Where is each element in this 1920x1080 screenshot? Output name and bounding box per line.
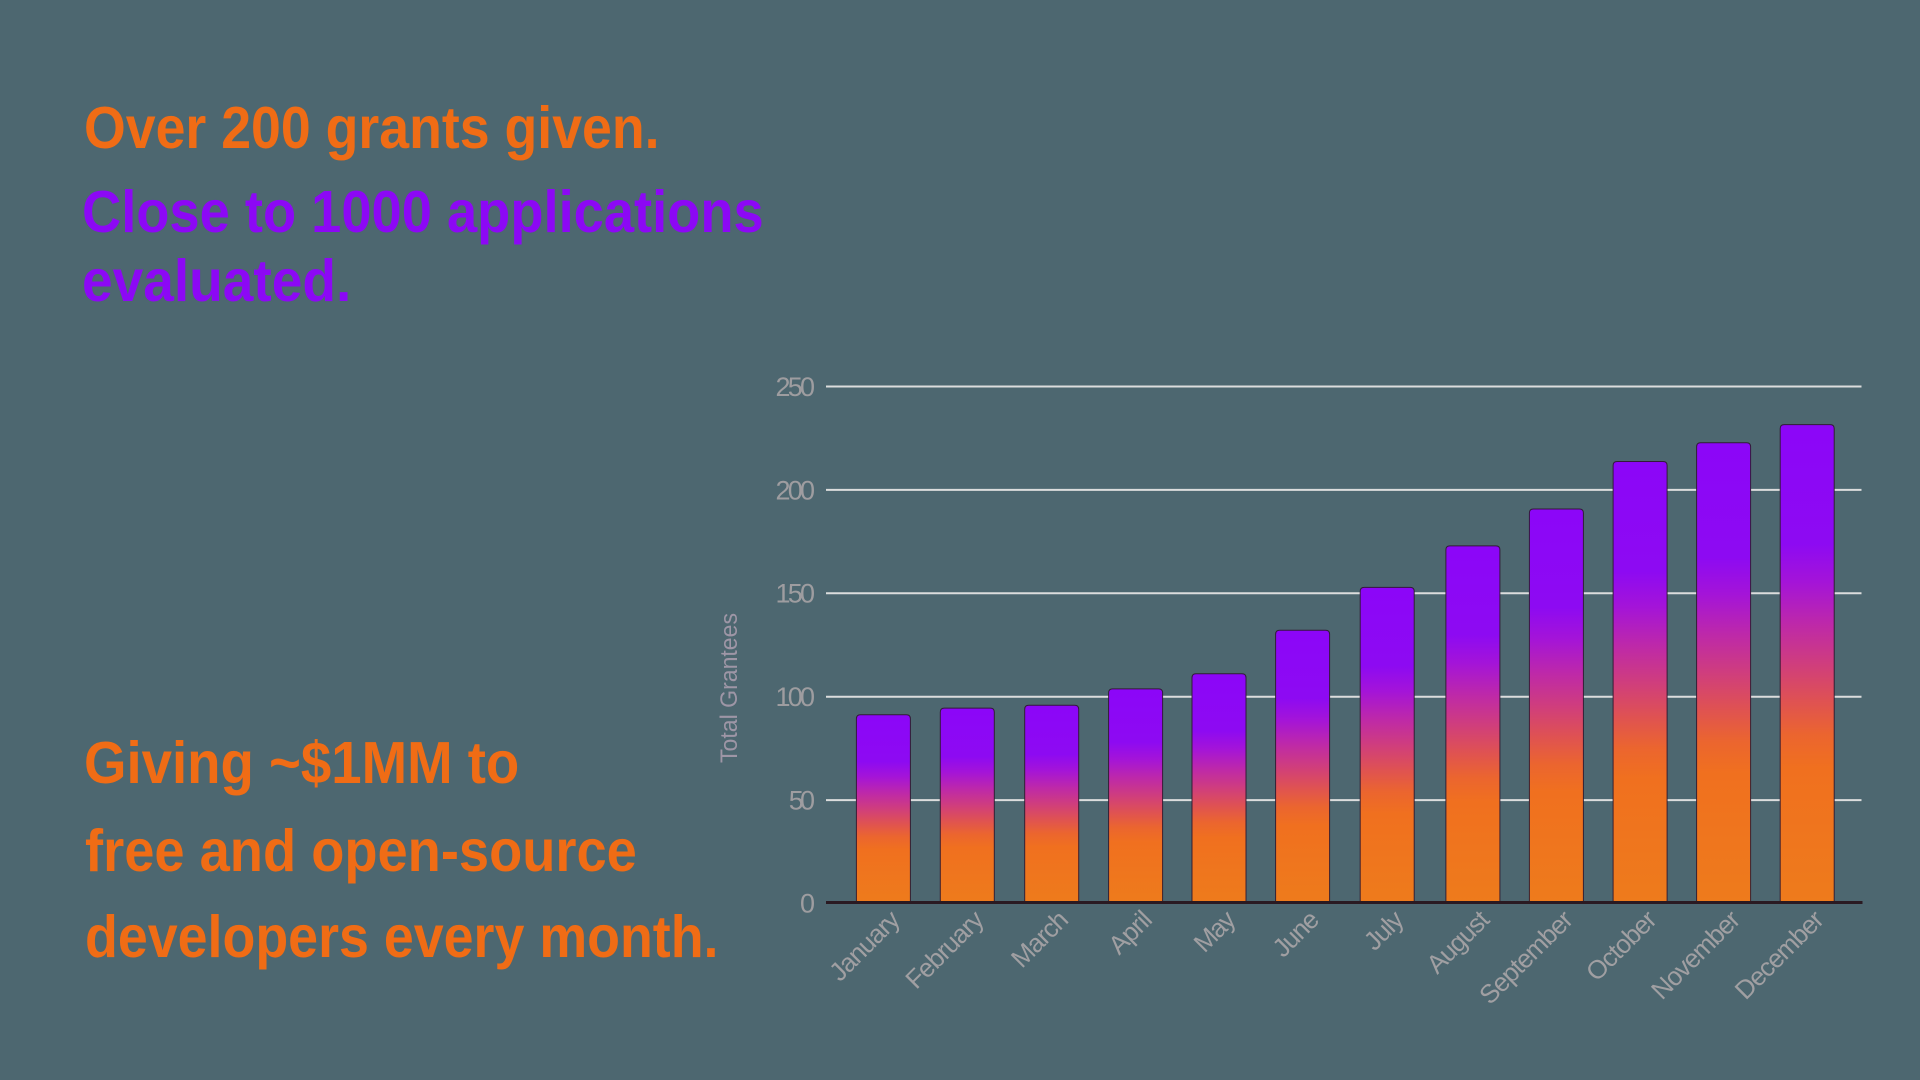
svg-text:July: July	[1358, 904, 1410, 956]
svg-text:May: May	[1188, 904, 1242, 958]
svg-text:Total Grantees: Total Grantees	[716, 613, 743, 763]
svg-text:50: 50	[789, 786, 815, 816]
svg-text:June: June	[1266, 904, 1325, 963]
svg-text:0: 0	[800, 889, 815, 919]
svg-text:250: 250	[776, 372, 816, 402]
svg-text:October: October	[1580, 904, 1663, 987]
svg-text:December: December	[1729, 904, 1830, 1005]
svg-text:April: April	[1102, 904, 1158, 960]
svg-text:January: January	[823, 904, 906, 987]
svg-text:February: February	[899, 904, 989, 994]
svg-text:150: 150	[776, 579, 816, 609]
svg-text:November: November	[1645, 904, 1746, 1005]
svg-text:March: March	[1005, 904, 1074, 973]
svg-text:100: 100	[776, 682, 816, 712]
svg-text:200: 200	[776, 475, 816, 505]
svg-text:August: August	[1420, 904, 1496, 980]
